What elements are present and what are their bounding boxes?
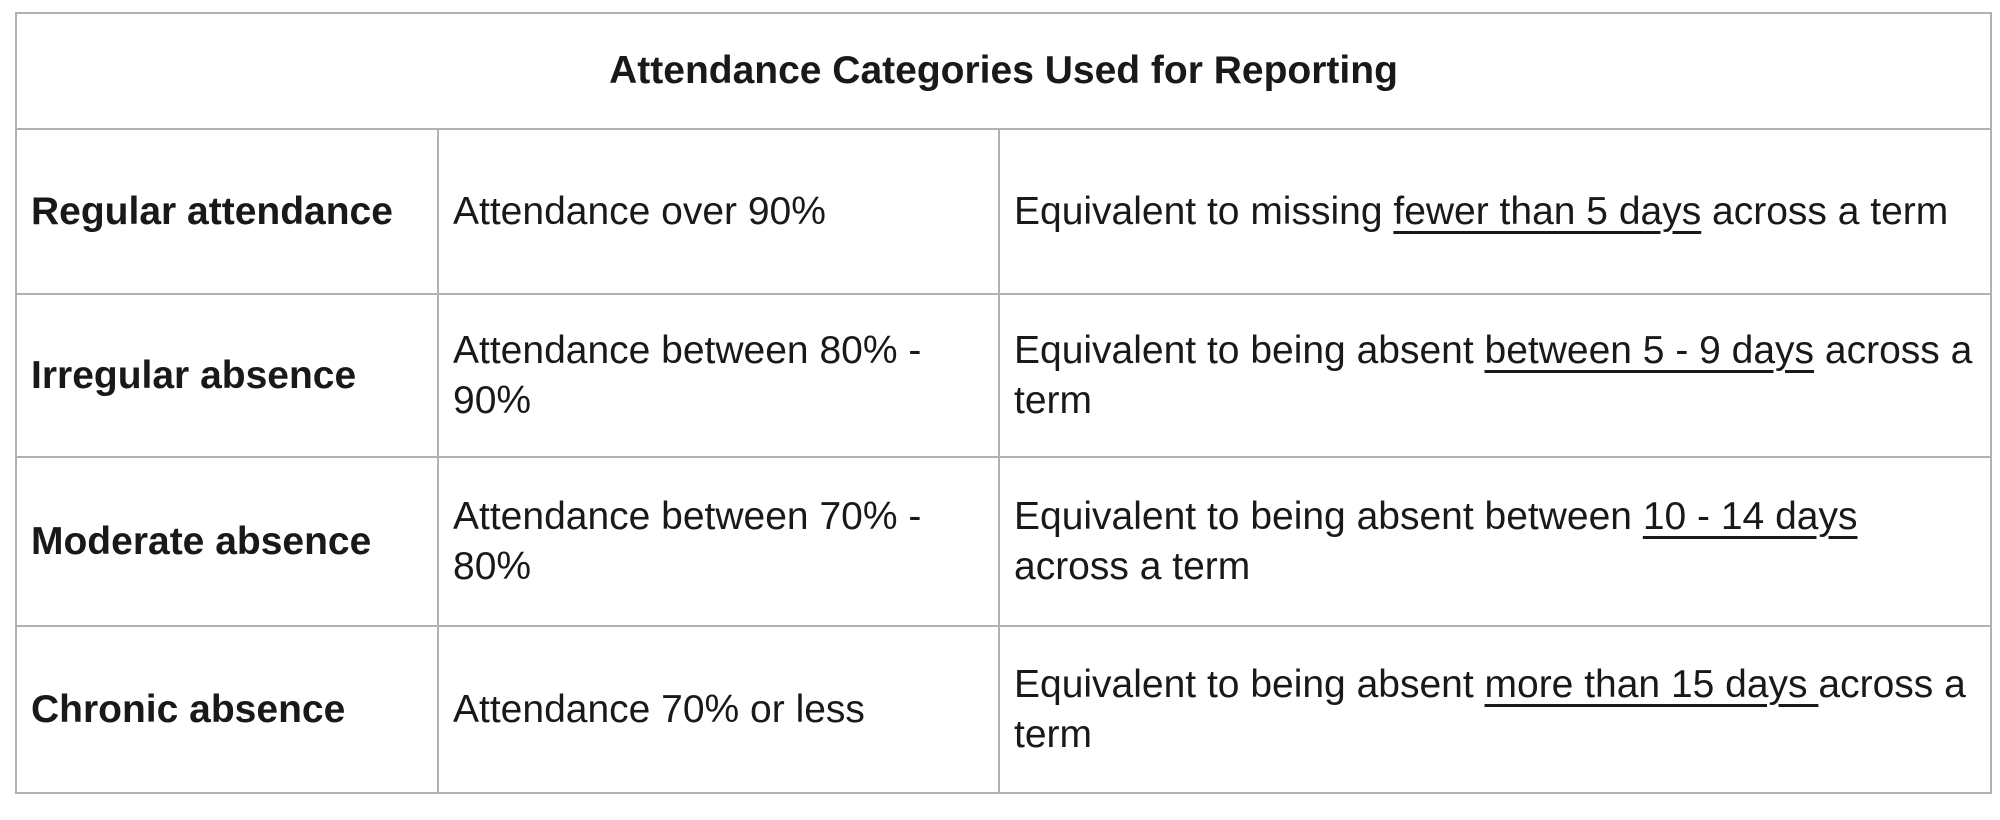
category-cell: Chronic absence	[15, 625, 439, 794]
attendance-table: Attendance Categories Used for Reporting…	[14, 12, 1993, 794]
equivalent-text-suffix: across a term	[1701, 189, 1949, 233]
equivalent-text-prefix: Equivalent to being absent	[1014, 662, 1485, 706]
category-cell: Regular attendance	[15, 128, 439, 295]
table-row: Chronic absence Attendance 70% or less E…	[15, 625, 1993, 794]
table-row: Irregular absence Attendance between 80%…	[15, 293, 1993, 458]
equivalent-text-suffix: across a term	[1014, 662, 1966, 756]
underlined-days-range: fewer than 5 days	[1393, 189, 1702, 233]
equivalent-cell: Equivalent to being absent between 10 - …	[997, 456, 1993, 627]
equivalent-text-suffix: across a term	[1014, 328, 1973, 422]
underlined-days-range: between 5 - 9 days	[1484, 328, 1815, 372]
underlined-days-range: more than 15 days	[1484, 662, 1819, 706]
equivalent-text-prefix: Equivalent to being absent between	[1014, 494, 1643, 538]
category-cell: Moderate absence	[15, 456, 439, 627]
attendance-range-cell: Attendance between 80% - 90%	[437, 293, 1000, 458]
table-row: Moderate absence Attendance between 70% …	[15, 456, 1993, 627]
equivalent-text-prefix: Equivalent to being absent	[1014, 328, 1485, 372]
table-row: Regular attendance Attendance over 90% E…	[15, 128, 1993, 295]
table-title: Attendance Categories Used for Reporting	[14, 12, 1993, 130]
attendance-range-cell: Attendance over 90%	[437, 128, 1000, 295]
equivalent-text-prefix: Equivalent to missing	[1014, 189, 1394, 233]
equivalent-text-suffix: across a term	[1014, 544, 1251, 588]
equivalent-cell: Equivalent to being absent more than 15 …	[997, 625, 1993, 794]
equivalent-cell: Equivalent to missing fewer than 5 days …	[997, 128, 1993, 295]
equivalent-cell: Equivalent to being absent between 5 - 9…	[997, 293, 1993, 458]
attendance-range-cell: Attendance 70% or less	[437, 625, 1000, 794]
attendance-range-cell: Attendance between 70% - 80%	[437, 456, 1000, 627]
table-title-row: Attendance Categories Used for Reporting	[14, 12, 1993, 130]
category-cell: Irregular absence	[15, 293, 439, 458]
underlined-days-range: 10 - 14 days	[1642, 494, 1858, 538]
